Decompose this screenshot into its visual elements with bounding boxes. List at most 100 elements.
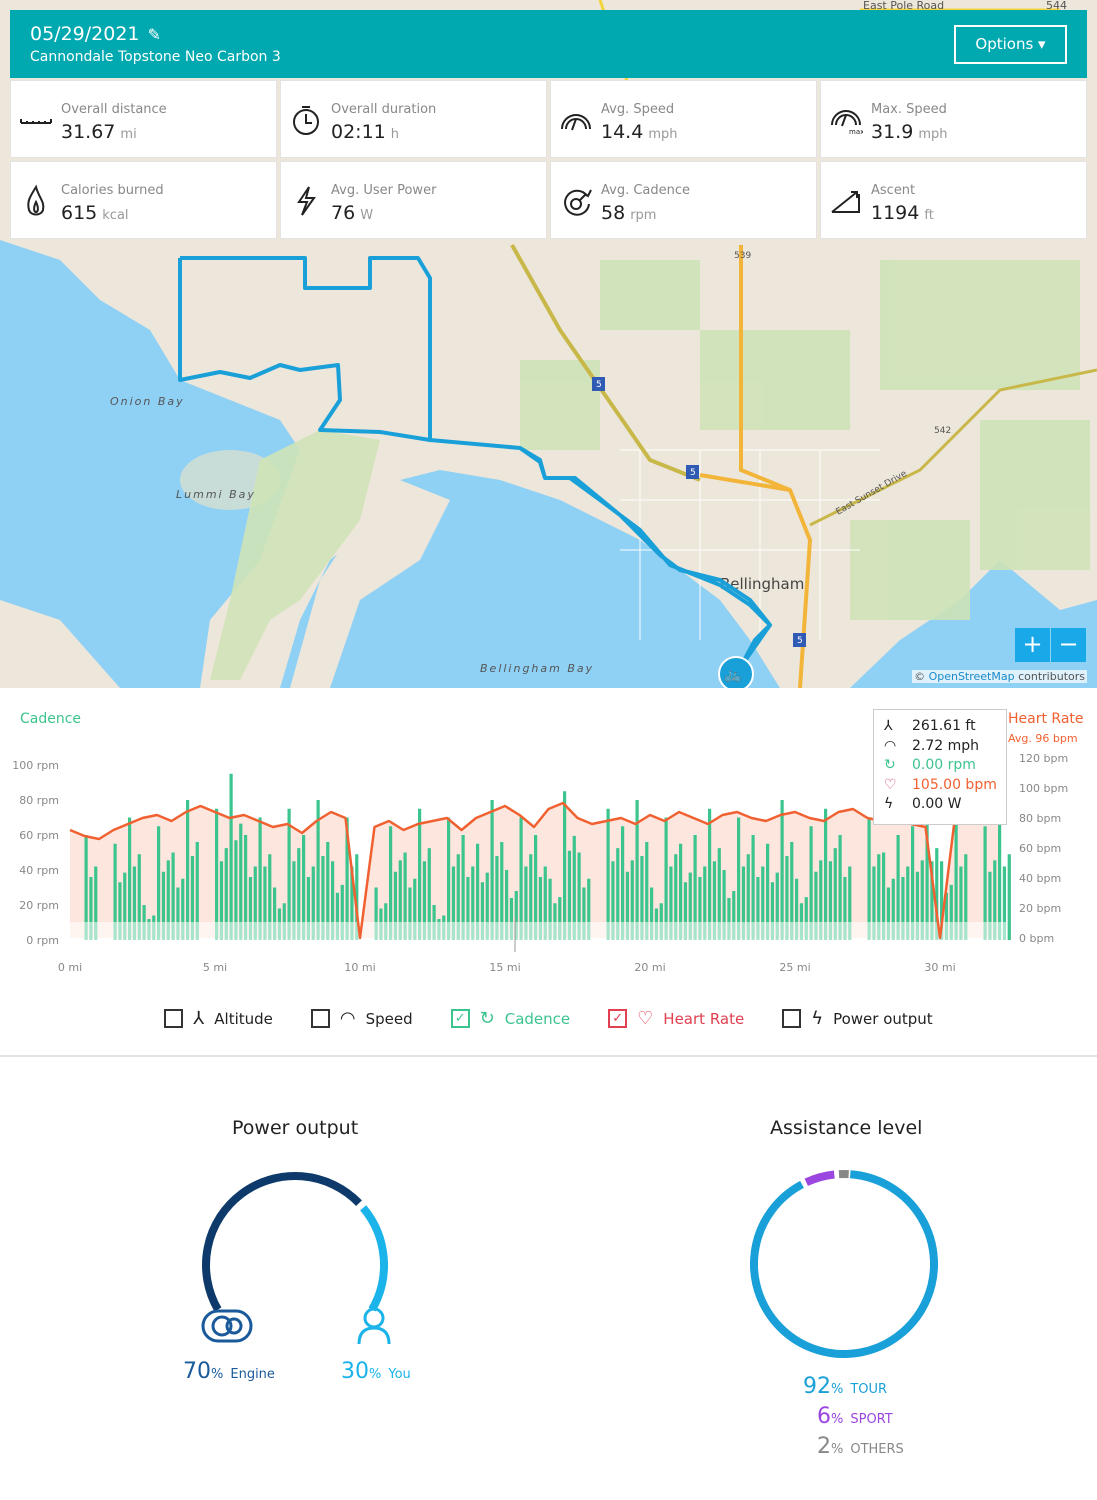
legend-item-power-output[interactable]: ϟ Power output <box>782 1008 933 1029</box>
legend-checkbox[interactable] <box>310 1009 330 1028</box>
legend-checkbox[interactable] <box>164 1009 184 1028</box>
map-zoom-controls: + − <box>1015 628 1087 662</box>
cadence-bar <box>804 897 808 940</box>
engine-icon <box>200 1308 256 1344</box>
legend-checkbox[interactable] <box>782 1009 802 1028</box>
cadence-tick-label: 40 rpm <box>19 864 59 877</box>
cadence-bar <box>877 854 881 940</box>
stat-label: Calories burned <box>61 183 164 198</box>
legend-label: Cadence <box>504 1009 571 1028</box>
map-attribution: © OpenStreetMap contributors <box>912 670 1087 683</box>
road-label: 539 <box>734 251 751 261</box>
cadence-bar <box>940 861 944 940</box>
heart-rate-tick-label: 100 bpm <box>1019 782 1068 795</box>
chart-legend: ⅄ Altitude ◠ Speed ✓ ↻ Cadence ✓ ♡ Heart Rate ϟ Pow… <box>0 1008 1097 1029</box>
person-icon <box>356 1306 392 1350</box>
cadence-bar <box>606 808 610 940</box>
stat-label: Max. Speed <box>871 102 947 117</box>
cadence-bar <box>263 866 267 940</box>
sport-share-arc <box>804 1170 835 1186</box>
legend-label: Power output <box>833 1009 933 1028</box>
legend-item-speed[interactable]: ◠ Speed <box>310 1008 413 1029</box>
cadence-bar <box>306 877 311 940</box>
options-button[interactable]: Options ▾ <box>954 25 1067 64</box>
cadence-bar <box>538 877 543 940</box>
legend-label: Speed <box>365 1009 413 1028</box>
cadence-bar <box>234 840 238 940</box>
cadence-bar <box>809 826 813 940</box>
edit-pencil-icon[interactable]: ✎ <box>147 25 161 44</box>
cadence-bar <box>1007 854 1011 940</box>
cadence-bar <box>176 887 180 940</box>
you-share-arc <box>360 1205 388 1312</box>
power-output-title: Power output <box>232 1117 359 1139</box>
cadence-bar <box>756 877 760 940</box>
cadence-bar <box>476 843 480 940</box>
cadence-bar <box>998 817 1002 940</box>
tooltip-heart-rate: 105.00 bpm <box>912 776 997 793</box>
stat-card: Overall duration 02:11 h <box>280 80 547 158</box>
cadence-bar <box>447 817 451 940</box>
cadence-bar <box>766 843 770 940</box>
cadence-bar <box>901 877 905 940</box>
cadence-tick-label: 80 rpm <box>19 794 59 807</box>
openstreetmap-link[interactable]: OpenStreetMap <box>928 670 1015 683</box>
stat-label: Avg. Cadence <box>601 183 691 198</box>
bike-name: Cannondale Topstone Neo Carbon 3 <box>30 49 281 65</box>
cadence-bar <box>886 887 891 940</box>
altitude-icon: ⅄ <box>193 1008 205 1029</box>
ride-chart[interactable]: Cadence Heart Rate Avg. 96 bpm 100 rpm 80 rp… <box>0 690 1097 990</box>
cadence-bar <box>422 861 427 940</box>
x-tick-label: 30 mi <box>924 961 955 974</box>
zoom-in-button[interactable]: + <box>1015 628 1051 662</box>
zoom-out-button[interactable]: − <box>1051 628 1087 662</box>
cadence-bar <box>775 872 779 940</box>
stat-value: 14.4 mph <box>601 121 678 143</box>
cadence-bar <box>248 877 253 940</box>
max-speedometer-icon: max <box>831 110 863 136</box>
legend-checkbox[interactable]: ✓ <box>608 1009 628 1028</box>
cadence-bar <box>828 861 833 940</box>
cadence-bar <box>273 887 277 940</box>
cadence-bar <box>161 871 166 940</box>
cadence-bar <box>896 835 900 940</box>
cadence-tick-label: 20 rpm <box>19 899 59 912</box>
cadence-bar <box>384 903 388 940</box>
cadence-bar <box>935 848 939 940</box>
cadence-bar <box>770 882 775 940</box>
cadence-bar <box>679 843 683 940</box>
cadence-bar <box>282 903 286 940</box>
cadence-bar <box>920 860 924 940</box>
stat-card: Avg. Speed 14.4 mph <box>550 80 817 158</box>
divider <box>0 1055 1097 1057</box>
cadence-bar <box>215 808 219 940</box>
cadence-bar <box>795 878 799 940</box>
cadence-bar <box>572 835 576 940</box>
bike-marker-icon[interactable] <box>718 656 754 688</box>
cadence-bar <box>171 852 175 940</box>
heart-icon: ♡ <box>884 776 897 793</box>
cadence-bar <box>930 861 934 940</box>
place-label: Bellingham Bay <box>480 662 594 675</box>
chart-tooltip: ⅄ 261.61 ft ◠ 2.72 mph ↻ 0.00 rpm ♡ 105.00 b… <box>873 709 1007 825</box>
cadence-bar <box>292 861 296 940</box>
cadence-bar <box>239 823 243 940</box>
stat-card: Calories burned 615 kcal <box>10 161 277 239</box>
tour-percentage: 92% TOUR <box>803 1374 888 1399</box>
route-line <box>178 256 772 677</box>
legend-checkbox[interactable]: ✓ <box>450 1009 470 1028</box>
cadence-bar <box>529 854 533 940</box>
cadence-bar <box>674 854 678 940</box>
cadence-bar <box>123 872 127 940</box>
cadence-bar <box>297 848 301 940</box>
cadence-bar <box>630 860 634 940</box>
legend-item-cadence[interactable]: ✓ ↻ Cadence <box>450 1008 571 1029</box>
cadence-bar <box>563 791 567 940</box>
cadence-bar <box>867 817 871 940</box>
cadence-bar <box>780 800 784 940</box>
cadence-bar <box>727 898 731 940</box>
legend-item-heart-rate[interactable]: ✓ ♡ Heart Rate <box>608 1008 744 1029</box>
cadence-bar <box>316 800 320 940</box>
cadence-bar <box>703 866 707 940</box>
legend-item-altitude[interactable]: ⅄ Altitude <box>164 1008 273 1029</box>
